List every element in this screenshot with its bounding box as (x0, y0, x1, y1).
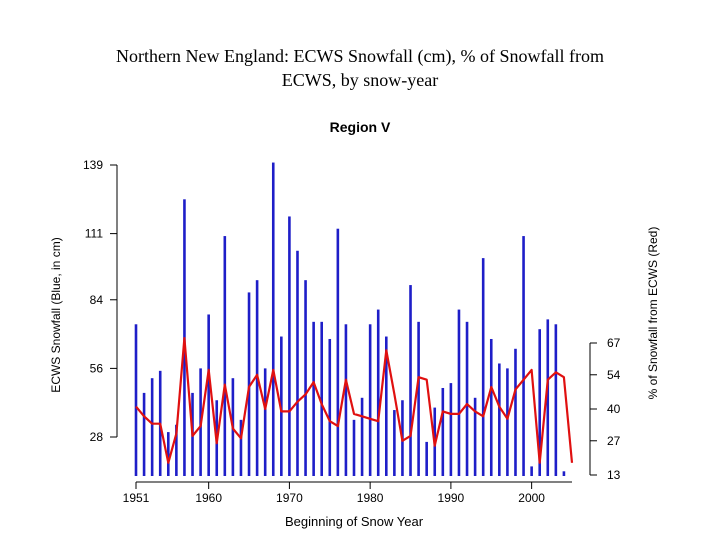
percent-ecws-line (135, 337, 574, 464)
snowfall-bar (296, 250, 299, 476)
slide-title-line-2: ECWS, by snow-year (281, 70, 439, 90)
y-right-tick-label: 27 (607, 434, 621, 448)
y-left-tick-label: 84 (90, 293, 104, 307)
x-tick-label: 1951 (123, 491, 150, 505)
snowfall-bar (473, 397, 477, 476)
snowfall-bar (247, 292, 251, 476)
y-right-tick-label: 54 (607, 368, 621, 382)
snowfall-bar (506, 368, 509, 476)
snowfall-bar (288, 216, 291, 476)
snowfall-bar (368, 324, 372, 476)
y-left-tick-label: 28 (90, 430, 104, 444)
snowfall-bar (352, 419, 356, 476)
snowfall-bar (166, 432, 170, 476)
snowfall-bar (239, 419, 243, 476)
snowfall-bar (150, 378, 154, 476)
snowfall-bar (312, 321, 315, 476)
snowfall-bar (554, 324, 558, 476)
snowfall-bar (498, 363, 501, 476)
y-right-tick-label: 67 (607, 336, 621, 350)
chart-title: Region V (330, 119, 391, 135)
snowfall-bar (134, 324, 138, 476)
slide-title-line-1: Northern New England: ECWS Snowfall (cm)… (116, 46, 604, 66)
y-left-tick-label: 56 (90, 361, 104, 375)
snowfall-bar (449, 383, 453, 476)
y-axis-right: 13 27 40 54 67 (589, 336, 621, 482)
snowfall-bar (409, 285, 412, 476)
snowfall-bar (336, 228, 340, 476)
x-tick-label: 2000 (518, 491, 545, 505)
snowfall-bar (142, 392, 146, 476)
snowfall-bar (538, 329, 542, 476)
snowfall-bar (328, 338, 332, 476)
snowfall-bar (223, 236, 227, 476)
snowfall-bar (360, 397, 364, 476)
y-left-tick-label: 139 (83, 158, 103, 172)
snowfall-bar (393, 410, 396, 476)
x-tick-label: 1990 (438, 491, 465, 505)
y-right-tick-label: 13 (607, 468, 621, 482)
snowfall-bar (207, 314, 210, 476)
snowfall-bar (417, 321, 420, 476)
snowfall-bar (562, 471, 566, 476)
snowfall-bar (263, 368, 267, 476)
snowfall-bar (441, 387, 445, 476)
y-right-tick-label: 40 (607, 402, 621, 416)
y-axis-left: 28 56 84 111 139 (83, 158, 118, 444)
y-axis-left-label: ECWS Snowfall (Blue, in cm) (49, 237, 63, 392)
snowfall-bar (465, 321, 469, 476)
snowfall-bar (489, 338, 493, 476)
x-tick-label: 1960 (195, 491, 222, 505)
snowfall-bar (546, 319, 550, 476)
snowfall-bar (522, 236, 525, 476)
snowfall-bar (514, 348, 517, 476)
snowfall-bar (175, 424, 178, 476)
x-tick-label: 1980 (357, 491, 384, 505)
snowfall-bar (320, 321, 324, 476)
x-tick-label: 1970 (276, 491, 303, 505)
snowfall-bar (481, 258, 485, 476)
snowfall-bar (425, 441, 428, 476)
y-axis-right-label: % of Snowfall from ECWS (Red) (646, 227, 660, 400)
snowfall-bar (457, 309, 461, 476)
snowfall-bar (344, 324, 348, 476)
snowfall-bar (304, 280, 307, 476)
snowfall-bar (384, 336, 388, 476)
snowfall-bar (376, 309, 380, 476)
y-left-tick-label: 111 (85, 227, 104, 241)
slide-title: Northern New England: ECWS Snowfall (cm)… (40, 44, 680, 92)
snowfall-bar (530, 466, 533, 476)
x-axis-label: Beginning of Snow Year (285, 514, 424, 529)
snowfall-bar (271, 162, 275, 476)
x-axis: 1951 1960 1970 1980 1990 2000 (123, 481, 572, 505)
